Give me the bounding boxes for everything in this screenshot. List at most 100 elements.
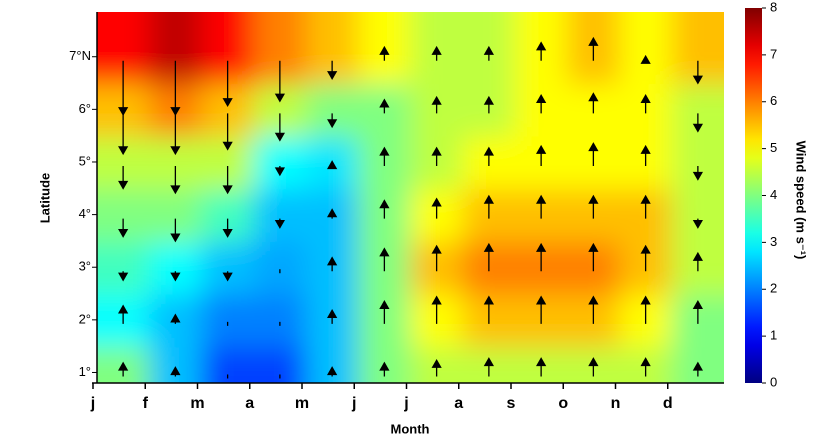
wind-arrow [170, 113, 181, 156]
wind-arrow [431, 244, 442, 272]
x-tick-label: j [403, 395, 408, 412]
wind-arrow [431, 45, 442, 61]
wind-arrow [379, 98, 390, 114]
wind-arrow [588, 357, 599, 377]
x-tick-label: a [245, 395, 254, 412]
heatmap [97, 12, 724, 383]
y-axis-label: Latitude [37, 173, 52, 224]
colorbar-tick-label: 0 [770, 374, 777, 389]
wind-arrow [327, 113, 338, 129]
y-tick-label: 3° [79, 259, 91, 274]
x-tick-label: o [558, 395, 568, 412]
x-tick-label: m [190, 395, 204, 412]
colorbar-tick-label: 8 [770, 0, 777, 14]
heat-cell [201, 346, 255, 383]
wind-arrow [640, 357, 651, 377]
wind-arrow [640, 144, 651, 166]
wind-arrow [327, 60, 338, 81]
wind-arrow [431, 295, 442, 324]
colorbar-tick-label: 1 [770, 328, 777, 343]
wind-arrow [692, 218, 703, 229]
wind-arrow [692, 165, 703, 181]
y-tick-label: 5° [79, 153, 91, 168]
wind-arrow [118, 165, 129, 190]
wind-arrow [483, 242, 494, 272]
wind-arrow [274, 113, 285, 142]
heat-cell [97, 12, 151, 85]
wind-arrow [170, 271, 181, 282]
heat-cell [253, 135, 307, 190]
wind-arrow [588, 295, 599, 324]
heat-cell [253, 240, 307, 295]
x-tick-label: d [663, 395, 673, 412]
wind-arrow [431, 95, 442, 114]
heat-cell [97, 188, 151, 242]
heatmap-cells [97, 12, 724, 383]
wind-arrow [274, 165, 285, 177]
heat-cell [201, 293, 255, 348]
x-tick-label: a [454, 395, 463, 412]
wind-arrow [379, 45, 390, 61]
wind-arrow [588, 242, 599, 272]
wind-arrow [170, 218, 181, 243]
wind-arrow [483, 45, 494, 61]
wind-arrow [170, 313, 181, 324]
heat-cell [306, 83, 360, 137]
colorbar-tick-label: 3 [770, 234, 777, 249]
wind-arrow [274, 60, 285, 103]
wind-arrow [170, 165, 181, 195]
wind-arrow [327, 366, 338, 377]
y-tick-label: 7°N [69, 48, 91, 63]
y-tick-label: 6° [79, 101, 91, 116]
wind-arrow [483, 95, 494, 114]
heat-cell [671, 188, 724, 242]
wind-arrow [483, 357, 494, 377]
wind-arrow [588, 36, 599, 61]
wind-arrow [588, 194, 599, 219]
wind-arrow [118, 361, 129, 377]
wind-arrow [222, 218, 233, 238]
wind-arrow [379, 300, 390, 324]
wind-arrow [692, 300, 703, 324]
wind-arrow [118, 271, 129, 282]
wind-arrow [170, 60, 181, 117]
wind-arrow [118, 304, 129, 324]
wind-arrow [483, 295, 494, 324]
wind-arrow [536, 94, 547, 114]
wind-arrow [327, 160, 338, 170]
heat-cell [306, 346, 360, 383]
wind-arrow [483, 146, 494, 166]
x-tick-label: s [507, 395, 516, 412]
wind-arrow [118, 218, 129, 238]
wind-arrow [536, 41, 547, 61]
x-tick-label: j [90, 395, 95, 412]
colorbar-tick-label: 4 [770, 187, 777, 202]
wind-arrow [274, 218, 285, 229]
wind-arrow [222, 165, 233, 195]
wind-arrow [588, 142, 599, 166]
wind-arrow [640, 54, 651, 64]
heat-cell [253, 188, 307, 242]
heat-cell [201, 240, 255, 295]
wind-arrow [640, 244, 651, 272]
wind-arrow [692, 251, 703, 272]
wind-arrow [379, 361, 390, 377]
wind-arrow [640, 194, 651, 219]
y-tick-label: 2° [79, 311, 91, 326]
wind-arrow [379, 146, 390, 166]
heat-cell [97, 346, 151, 383]
heat-cell [97, 240, 151, 295]
wind-arrow [379, 247, 390, 272]
wind-arrow [431, 146, 442, 166]
wind-arrow [536, 194, 547, 219]
wind-arrow [431, 197, 442, 219]
heat-cell [358, 12, 412, 85]
heat-cell [462, 12, 516, 85]
colorbar-tick-label: 6 [770, 93, 777, 108]
heat-cell [97, 135, 151, 190]
x-axis-label: Month [391, 421, 430, 435]
heat-cell [97, 83, 151, 137]
wind-arrow [483, 194, 494, 219]
wind-arrow [536, 144, 547, 166]
